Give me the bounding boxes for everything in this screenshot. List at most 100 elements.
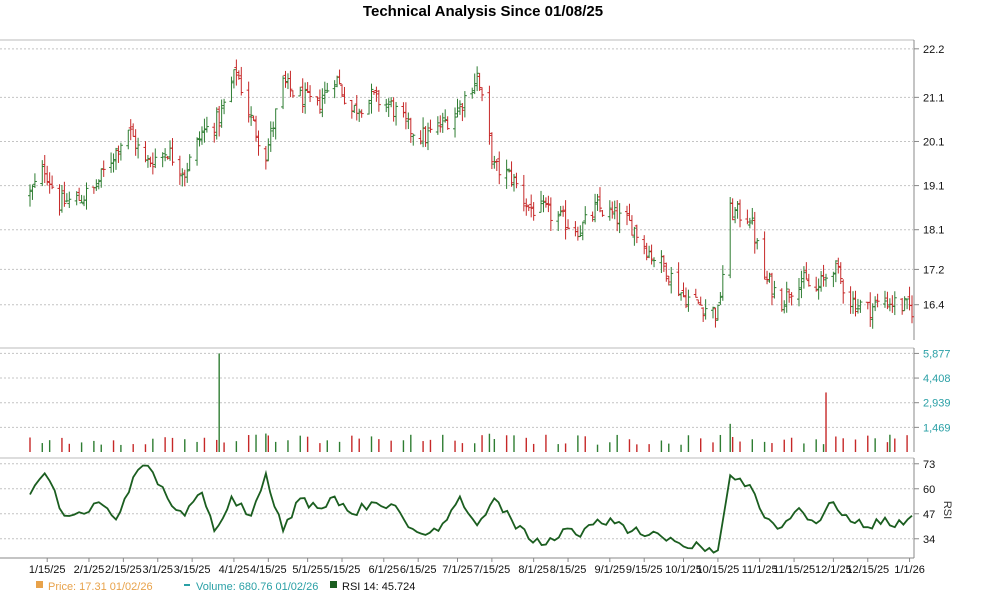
ohlc-bar xyxy=(526,204,531,212)
ohlc-bar xyxy=(374,86,379,102)
ohlc-bar xyxy=(128,119,133,141)
rsi-legend-swatch xyxy=(330,581,337,588)
ohlc-bar xyxy=(32,173,37,188)
rsi-panel: 73 60 47 34 xyxy=(0,457,935,558)
ohlc-bar xyxy=(185,162,190,183)
ohlc-bar xyxy=(806,273,811,287)
ohlc-bar xyxy=(765,270,770,285)
ohlc-bar xyxy=(772,280,777,299)
ohlc-bar xyxy=(249,106,254,126)
volume-panel: 5,877 4,408 2,939 1,469 xyxy=(0,347,951,452)
y-tick-label: 22.2 xyxy=(923,44,944,56)
x-tick-label: 6/1/25 xyxy=(368,564,399,576)
ohlc-bar xyxy=(303,82,308,114)
x-tick-label: 9/15/25 xyxy=(626,564,663,576)
ohlc-bar xyxy=(335,75,340,88)
x-tick-label: 1/15/25 xyxy=(29,564,66,576)
y-tick-label: 16.4 xyxy=(923,300,944,312)
y-tick-label: 60 xyxy=(923,484,935,496)
ohlc-bar xyxy=(28,184,32,207)
x-tick-label: 12/1/25 xyxy=(815,564,852,576)
ohlc-bar xyxy=(101,160,106,177)
ohlc-bar xyxy=(900,297,905,315)
ohlc-bar xyxy=(686,289,691,312)
ohlc-bar xyxy=(268,121,273,152)
x-tick-label: 1/1/26 xyxy=(894,564,925,576)
ohlc-bar xyxy=(421,117,426,148)
ohlc-bar xyxy=(767,272,772,283)
ohlc-bar xyxy=(111,153,116,173)
ohlc-bar xyxy=(661,255,666,272)
ohlc-bar xyxy=(202,118,207,143)
ohlc-bar xyxy=(789,292,794,306)
ohlc-bar xyxy=(821,264,826,287)
ohlc-bar xyxy=(177,155,182,185)
ohlc-bar xyxy=(82,195,87,207)
ohlc-bar xyxy=(713,307,718,328)
ohlc-bar xyxy=(99,168,104,188)
ohlc-bar xyxy=(251,115,256,121)
ohlc-bar xyxy=(848,286,853,314)
ohlc-bar xyxy=(59,184,64,213)
ohlc-bar xyxy=(566,219,571,229)
ohlc-bar xyxy=(359,109,364,118)
ohlc-bar xyxy=(851,291,856,314)
price-legend-label: Price: 17.31 01/02/26 xyxy=(48,581,153,593)
ohlc-bar xyxy=(455,98,460,118)
ohlc-bar xyxy=(769,272,774,306)
x-axis: 1/15/25 2/1/25 2/15/25 3/1/25 3/15/25 4/1/25 4… xyxy=(0,557,925,576)
ohlc-bar xyxy=(389,97,394,108)
ohlc-bar xyxy=(406,112,411,130)
ohlc-bar xyxy=(47,172,52,194)
ohlc-bar xyxy=(892,291,897,316)
ohlc-bar xyxy=(902,296,907,312)
ohlc-bar xyxy=(231,69,236,89)
ohlc-bar xyxy=(426,122,431,151)
y-tick-label: 2,939 xyxy=(923,398,951,410)
ohlc-bar xyxy=(615,200,620,232)
ohlc-bar xyxy=(733,207,738,224)
ohlc-bar xyxy=(357,108,362,122)
ohlc-bar xyxy=(408,117,413,143)
x-tick-label: 11/1/25 xyxy=(742,564,778,576)
ohlc-bar xyxy=(573,221,578,237)
ohlc-bar xyxy=(283,70,288,88)
ohlc-bar xyxy=(212,122,217,143)
y-tick-label: 18.1 xyxy=(923,225,944,237)
ohlc-bar xyxy=(529,194,534,218)
ohlc-bar xyxy=(136,137,141,159)
ohlc-bar xyxy=(514,172,519,189)
x-tick-label: 4/1/25 xyxy=(219,564,250,576)
x-tick-label: 8/1/25 xyxy=(518,564,549,576)
ohlc-bar xyxy=(96,179,101,190)
x-tick-label: 9/1/25 xyxy=(595,564,626,576)
ohlc-bar xyxy=(617,203,622,234)
ohlc-bar xyxy=(288,70,293,98)
ohlc-bar xyxy=(752,211,757,254)
ohlc-bar xyxy=(214,107,219,140)
ohlc-bar xyxy=(838,262,843,285)
y-tick-label: 19.1 xyxy=(923,181,944,193)
ohlc-bars xyxy=(28,59,914,329)
ohlc-bar xyxy=(583,206,588,225)
ohlc-bar xyxy=(548,197,553,231)
ohlc-bar xyxy=(910,295,914,324)
ohlc-bar xyxy=(320,88,325,118)
ohlc-bar xyxy=(703,299,708,320)
ohlc-bar xyxy=(494,159,499,171)
ohlc-bar xyxy=(814,276,819,292)
y-tick-label: 4,408 xyxy=(923,373,951,385)
ohlc-bar xyxy=(352,104,357,113)
ohlc-bar xyxy=(445,116,450,130)
ohlc-bar xyxy=(511,173,516,192)
ohlc-bar xyxy=(428,119,433,133)
ohlc-bar xyxy=(507,168,512,173)
y-tick-label: 1,469 xyxy=(923,422,951,434)
ohlc-bar xyxy=(853,290,858,317)
ohlc-bar xyxy=(489,132,494,170)
x-tick-label: 6/15/25 xyxy=(400,564,437,576)
ohlc-bar xyxy=(349,99,354,119)
ohlc-bar xyxy=(784,281,789,313)
ohlc-bar xyxy=(497,151,502,185)
ohlc-bar xyxy=(600,210,605,217)
